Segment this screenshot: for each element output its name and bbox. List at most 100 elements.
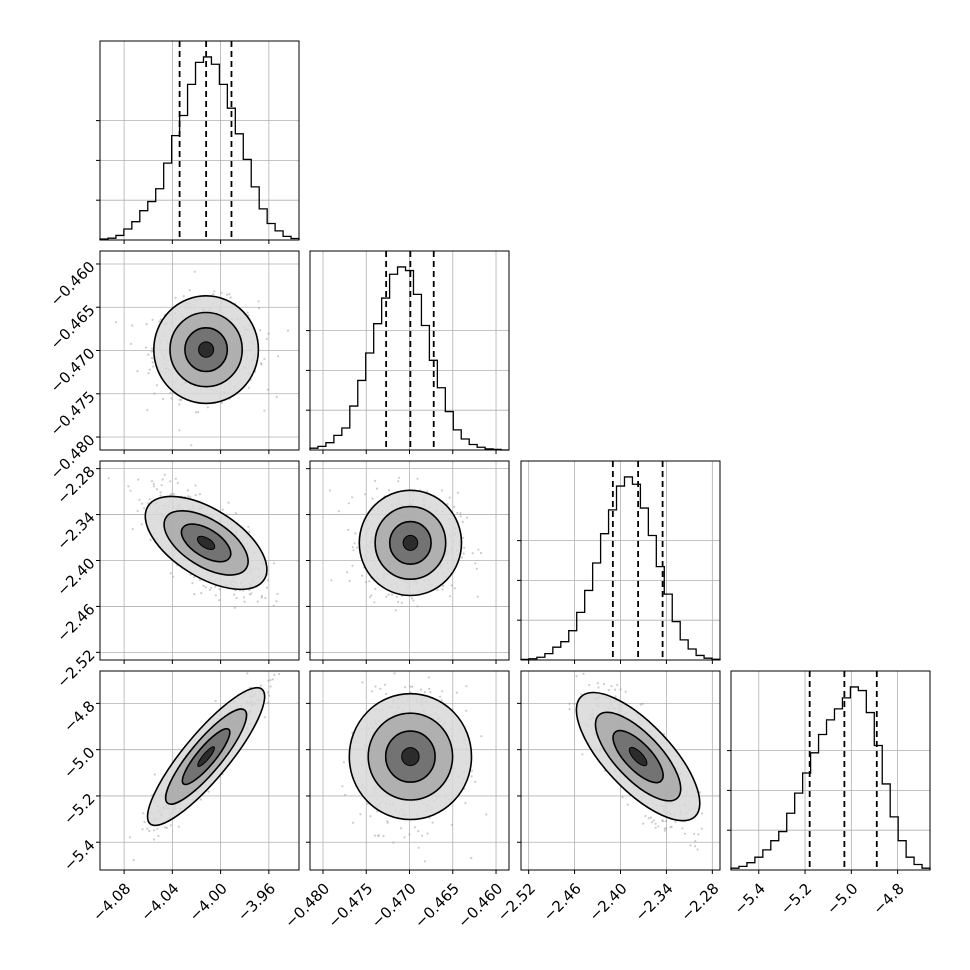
x-tick-label: −0.475 <box>325 880 377 932</box>
sample-point <box>354 532 357 535</box>
sample-point <box>266 388 269 391</box>
sample-point <box>657 825 660 828</box>
sample-point <box>412 599 415 602</box>
sample-point <box>146 827 149 830</box>
sample-point <box>355 546 358 549</box>
sample-point <box>264 596 267 600</box>
sample-point <box>128 836 131 839</box>
sample-point <box>476 595 479 598</box>
sample-point <box>383 683 387 686</box>
sample-point <box>330 579 333 582</box>
sample-point <box>674 820 677 824</box>
sample-point <box>588 683 591 687</box>
sample-point <box>143 507 146 510</box>
sample-point <box>142 812 145 815</box>
sample-point <box>370 594 373 597</box>
sample-point <box>140 523 143 526</box>
sample-point <box>146 409 149 412</box>
sample-point <box>644 814 647 818</box>
sample-point <box>127 485 130 488</box>
sample-point <box>397 480 400 483</box>
sample-point <box>375 487 378 490</box>
sample-point <box>450 584 453 587</box>
y-tick-label: −0.470 <box>47 344 99 396</box>
sample-point <box>148 498 151 501</box>
sample-point <box>661 819 664 822</box>
sample-point <box>391 593 394 596</box>
sample-point <box>172 493 175 496</box>
sample-point <box>470 856 473 860</box>
sample-point <box>229 296 232 299</box>
sample-point <box>461 520 464 524</box>
sample-point <box>642 822 645 825</box>
sample-point <box>450 823 453 826</box>
sample-point <box>268 694 271 697</box>
sample-point <box>147 372 150 375</box>
sample-point <box>132 859 135 862</box>
sample-point <box>479 551 483 555</box>
sample-point <box>386 820 389 823</box>
sample-point <box>442 585 445 588</box>
contour-level <box>198 341 215 358</box>
sample-point <box>275 395 278 399</box>
sample-point <box>471 769 474 772</box>
sample-point <box>265 337 268 340</box>
sample-point <box>596 682 599 685</box>
sample-point <box>195 411 198 414</box>
sample-point <box>427 676 430 679</box>
sample-point <box>199 798 203 801</box>
sample-point <box>361 681 364 684</box>
sample-point <box>194 484 197 487</box>
sample-point <box>669 826 672 829</box>
sample-point <box>182 295 185 298</box>
sample-point <box>263 716 266 719</box>
sample-point <box>664 819 668 823</box>
sample-point <box>271 678 275 681</box>
x-tick-label: −2.34 <box>631 880 676 925</box>
sample-point <box>151 347 154 350</box>
x-tick-label: −3.96 <box>234 880 279 925</box>
sample-point <box>388 489 391 492</box>
sample-point <box>394 609 397 612</box>
sample-point <box>198 578 201 582</box>
y-tick-label: −0.475 <box>47 388 99 440</box>
sample-point <box>369 815 372 818</box>
sample-point <box>141 502 144 505</box>
x-tick-label: −0.460 <box>454 880 506 932</box>
sample-point <box>689 844 692 847</box>
sample-point <box>206 406 209 409</box>
sample-point <box>150 350 153 353</box>
sample-point <box>441 588 444 591</box>
sample-point <box>276 592 279 596</box>
sample-point <box>459 512 462 515</box>
sample-point <box>266 691 269 694</box>
sample-point <box>624 690 627 693</box>
sample-point <box>694 840 697 843</box>
sample-point <box>153 838 156 841</box>
sample-point <box>455 691 458 694</box>
sample-point <box>573 702 576 705</box>
sample-point <box>159 494 162 497</box>
sample-point <box>639 703 642 706</box>
sample-point <box>374 479 377 482</box>
sample-point <box>258 307 261 310</box>
sample-point <box>626 803 629 806</box>
histogram-step <box>99 56 300 240</box>
sample-point <box>177 825 180 828</box>
sample-point <box>265 586 268 589</box>
sample-point <box>221 508 224 511</box>
sample-point <box>361 574 364 577</box>
sample-point <box>337 510 340 513</box>
contour-panel-3-0 <box>96 670 300 874</box>
sample-point <box>364 493 367 496</box>
sample-point <box>385 692 388 696</box>
sample-point <box>568 708 571 711</box>
sample-point <box>163 473 166 476</box>
sample-point <box>218 599 221 602</box>
sample-point <box>428 687 431 691</box>
sample-point <box>153 392 156 395</box>
sample-point <box>235 597 238 600</box>
sample-point <box>152 485 155 488</box>
sample-point <box>397 600 400 604</box>
x-tick-label: −0.480 <box>281 880 333 932</box>
